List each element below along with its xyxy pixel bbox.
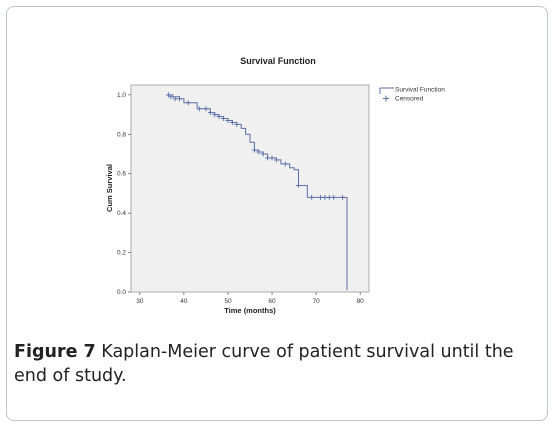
censored-mark xyxy=(177,96,182,102)
y-tick-label: 0.6 xyxy=(117,171,126,178)
censored-mark xyxy=(282,161,288,167)
censored-mark xyxy=(172,96,178,102)
censored-mark xyxy=(340,194,346,200)
legend-censored-symbol xyxy=(383,95,389,102)
x-tick-label: 30 xyxy=(136,298,144,305)
censored-mark xyxy=(331,194,337,200)
censored-mark xyxy=(273,157,279,163)
censored-mark xyxy=(256,149,262,155)
censored-mark xyxy=(225,118,231,123)
caption-label: Figure 7 xyxy=(14,342,96,362)
legend-survival-symbol xyxy=(379,87,394,94)
caption-text: Kaplan-Meier curve of patient survival u… xyxy=(14,342,514,386)
plot-area xyxy=(130,84,370,293)
survival-function-line xyxy=(166,94,348,290)
x-axis-label: Time (months) xyxy=(224,306,276,315)
censored-mark xyxy=(309,194,315,200)
censored-mark xyxy=(296,183,301,188)
censored-mark xyxy=(221,116,227,121)
plot-series xyxy=(166,92,348,290)
y-tick-label: 0.0 xyxy=(117,289,126,296)
legend-censored-label: Censored xyxy=(395,96,424,103)
y-tick-label: 0.8 xyxy=(117,131,126,138)
censored-mark xyxy=(207,110,213,116)
figure-caption: Figure 7 Kaplan-Meier curve of patient s… xyxy=(14,340,544,388)
y-tick-label: 0.2 xyxy=(117,250,126,257)
y-axis-label: Cum Survival xyxy=(105,164,114,212)
x-tick-label: 40 xyxy=(180,298,188,305)
censored-mark xyxy=(185,100,191,106)
x-axis: 30 40 50 60 70 80 xyxy=(136,292,364,305)
x-tick-label: 60 xyxy=(268,298,276,305)
y-axis: 0.0 0.2 0.4 0.6 0.8 1.0 xyxy=(117,92,131,296)
censored-mark xyxy=(326,194,332,200)
censored-mark xyxy=(322,194,328,200)
chart-title: Survival Function xyxy=(240,56,316,66)
censored-mark xyxy=(234,121,240,127)
censored-mark xyxy=(318,194,323,200)
legend: Survival Function Censored xyxy=(379,87,445,103)
x-tick-label: 50 xyxy=(224,298,232,305)
x-tick-label: 80 xyxy=(357,298,365,305)
censored-mark xyxy=(196,106,202,112)
censored-mark xyxy=(251,147,257,153)
y-tick-label: 0.4 xyxy=(117,210,126,217)
y-tick-label: 1.0 xyxy=(117,92,126,99)
censored-mark xyxy=(212,112,218,118)
x-tick-label: 70 xyxy=(312,298,320,305)
censored-mark xyxy=(203,106,209,112)
censored-mark xyxy=(265,155,271,161)
censored-mark xyxy=(229,120,235,125)
censored-mark xyxy=(168,94,174,100)
censored-mark xyxy=(260,151,266,157)
censored-mark xyxy=(269,155,275,161)
legend-survival-label: Survival Function xyxy=(395,87,445,94)
survival-chart: Survival Function 0.0 0.2 0.4 0.6 0.8 1.0 30 4… xyxy=(105,56,445,315)
censored-mark xyxy=(216,114,222,119)
